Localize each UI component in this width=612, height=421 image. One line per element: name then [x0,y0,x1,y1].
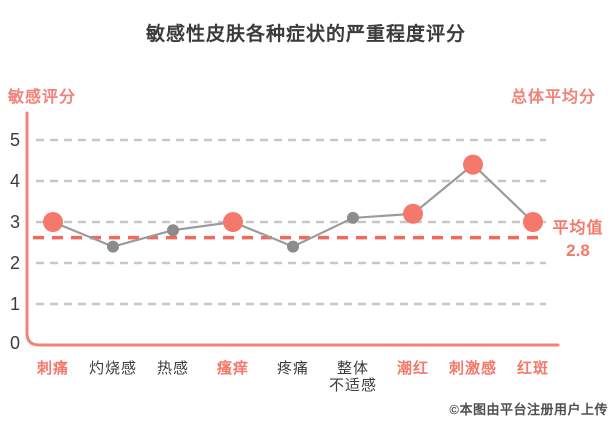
data-point-6 [403,203,423,224]
data-point-5 [347,211,359,224]
series-line [52,163,534,248]
data-point-4 [287,240,299,253]
axes [25,111,560,347]
y-tick-label: 0 [10,333,20,353]
data-point-0 [43,212,63,232]
average-label: 平均值 [552,218,603,237]
x-category-label: 灼烧感 [89,360,137,377]
y-tick-label: 1 [10,294,20,314]
y-tick-label: 3 [10,212,20,232]
watermark: ©本图由平台注册用户上传 [449,402,608,417]
y-axis-title: 敏感评分 [8,89,77,106]
y-tick-label: 2 [10,253,20,273]
x-category-label: 刺痛 [37,359,69,377]
x-category-label: 红斑 [517,359,549,377]
chart-title: 敏感性皮肤各种症状的严重程度评分 [145,24,466,45]
right-axis-title: 总体平均分 [510,89,596,106]
data-point-3 [223,212,243,232]
y-tick-label: 4 [10,171,20,191]
data-point-8 [523,212,543,232]
x-category-label: 疼痛 [277,360,309,377]
x-category-label: 潮红 [397,359,429,377]
data-point-7 [463,154,483,175]
data-point-1 [107,240,119,253]
x-category-label: 刺激感 [449,359,497,377]
x-category-label: 整体不适感 [329,360,377,394]
y-tick-label: 5 [10,130,20,150]
data-point-2 [167,224,179,237]
x-category-label: 瘙痒 [216,359,249,377]
average-value: 2.8 [566,241,590,260]
x-category-label: 热感 [157,360,189,377]
